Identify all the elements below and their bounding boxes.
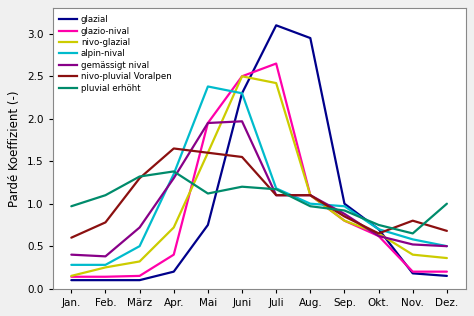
alpin-nival xyxy=(102,263,108,267)
glazio-nival xyxy=(68,275,74,279)
nivo-glazial xyxy=(102,265,108,269)
pluvial erhöht xyxy=(239,185,245,189)
nivo-pluvial Voralpen xyxy=(68,236,74,240)
glazial xyxy=(137,278,143,282)
gemässigt nival xyxy=(102,254,108,258)
alpin-nival xyxy=(205,85,211,88)
gemässigt nival xyxy=(410,243,416,246)
nivo-pluvial Voralpen xyxy=(342,215,347,218)
glazial xyxy=(376,227,382,231)
alpin-nival xyxy=(410,238,416,241)
pluvial erhöht xyxy=(137,175,143,179)
pluvial erhöht xyxy=(68,204,74,208)
nivo-pluvial Voralpen xyxy=(171,147,177,150)
pluvial erhöht xyxy=(342,209,347,212)
glazio-nival xyxy=(102,275,108,279)
glazio-nival xyxy=(171,253,177,257)
glazial xyxy=(205,223,211,227)
gemässigt nival xyxy=(239,119,245,123)
glazio-nival xyxy=(410,270,416,274)
alpin-nival xyxy=(444,244,450,248)
nivo-glazial xyxy=(444,256,450,260)
alpin-nival xyxy=(239,91,245,95)
glazio-nival xyxy=(342,219,347,222)
nivo-glazial xyxy=(171,226,177,229)
nivo-pluvial Voralpen xyxy=(205,151,211,155)
gemässigt nival xyxy=(137,226,143,229)
Line: alpin-nival: alpin-nival xyxy=(71,87,447,265)
glazio-nival xyxy=(137,274,143,278)
nivo-pluvial Voralpen xyxy=(102,221,108,224)
nivo-glazial xyxy=(239,74,245,78)
Line: glazial: glazial xyxy=(71,25,447,280)
pluvial erhöht xyxy=(205,191,211,195)
gemässigt nival xyxy=(171,176,177,180)
glazial xyxy=(68,278,74,282)
nivo-pluvial Voralpen xyxy=(376,232,382,235)
alpin-nival xyxy=(342,204,347,208)
nivo-glazial xyxy=(410,253,416,257)
nivo-glazial xyxy=(308,193,313,197)
glazial xyxy=(273,23,279,27)
nivo-pluvial Voralpen xyxy=(444,229,450,233)
pluvial erhöht xyxy=(444,202,450,206)
nivo-glazial xyxy=(273,81,279,85)
glazial xyxy=(171,270,177,274)
nivo-pluvial Voralpen xyxy=(137,176,143,180)
gemässigt nival xyxy=(308,193,313,197)
pluvial erhöht xyxy=(102,193,108,197)
alpin-nival xyxy=(308,202,313,206)
glazial xyxy=(410,271,416,275)
pluvial erhöht xyxy=(410,232,416,235)
pluvial erhöht xyxy=(273,187,279,191)
glazio-nival xyxy=(273,62,279,65)
glazio-nival xyxy=(376,234,382,238)
glazial xyxy=(308,36,313,40)
nivo-glazial xyxy=(376,232,382,235)
Line: glazio-nival: glazio-nival xyxy=(71,64,447,277)
pluvial erhöht xyxy=(308,204,313,208)
alpin-nival xyxy=(273,186,279,190)
Line: pluvial erhöht: pluvial erhöht xyxy=(71,171,447,234)
alpin-nival xyxy=(68,263,74,267)
Line: nivo-glazial: nivo-glazial xyxy=(71,76,447,276)
glazial xyxy=(102,278,108,282)
glazial xyxy=(444,274,450,278)
gemässigt nival xyxy=(376,234,382,238)
gemässigt nival xyxy=(273,193,279,197)
alpin-nival xyxy=(171,172,177,176)
glazio-nival xyxy=(308,193,313,197)
glazial xyxy=(342,202,347,206)
alpin-nival xyxy=(376,227,382,231)
nivo-glazial xyxy=(68,274,74,278)
Line: gemässigt nival: gemässigt nival xyxy=(71,121,447,256)
gemässigt nival xyxy=(342,212,347,216)
nivo-glazial xyxy=(137,259,143,263)
gemässigt nival xyxy=(444,244,450,248)
nivo-glazial xyxy=(342,219,347,222)
glazio-nival xyxy=(444,270,450,274)
Line: nivo-pluvial Voralpen: nivo-pluvial Voralpen xyxy=(71,149,447,238)
Y-axis label: Pardé Koeffizient (-): Pardé Koeffizient (-) xyxy=(9,90,21,207)
gemässigt nival xyxy=(68,253,74,257)
nivo-pluvial Voralpen xyxy=(273,193,279,197)
glazio-nival xyxy=(205,121,211,125)
Legend: glazial, glazio-nival, nivo-glazial, alpin-nival, gemässigt nival, nivo-pluvial : glazial, glazio-nival, nivo-glazial, alp… xyxy=(55,11,176,97)
nivo-pluvial Voralpen xyxy=(308,193,313,197)
nivo-pluvial Voralpen xyxy=(239,155,245,159)
nivo-glazial xyxy=(205,151,211,155)
nivo-pluvial Voralpen xyxy=(410,219,416,222)
gemässigt nival xyxy=(205,121,211,125)
pluvial erhöht xyxy=(171,169,177,173)
glazial xyxy=(239,91,245,95)
glazio-nival xyxy=(239,74,245,78)
pluvial erhöht xyxy=(376,223,382,227)
alpin-nival xyxy=(137,244,143,248)
